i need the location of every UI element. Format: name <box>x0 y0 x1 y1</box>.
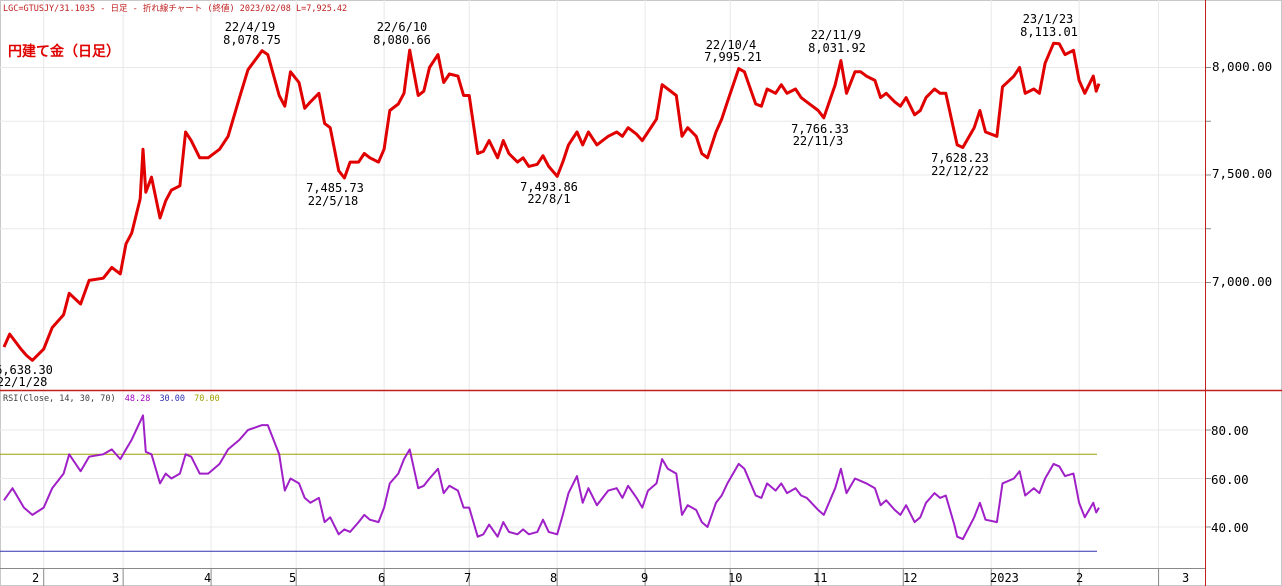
price-annotations: 6,638.30 22/1/28 22/4/19 8,078.75 7,485.… <box>0 12 1078 389</box>
annotation-date: 22/12/22 <box>931 164 989 178</box>
rsi-series-line <box>3 414 1100 541</box>
annotation-date: 23/1/23 <box>1023 12 1074 26</box>
month-tick-label: 8 <box>550 571 557 585</box>
month-tick-label: 4 <box>204 571 211 585</box>
annotation-date: 22/4/19 <box>225 20 276 34</box>
time-axis-ticks: 2 3 4 5 6 7 8 9 10 11 12 2023 2 3 <box>32 571 1189 585</box>
price-tick-label: 8,000.00 <box>1212 59 1272 74</box>
annotation-value: 8,078.75 <box>223 33 281 47</box>
price-series-line <box>2 41 1101 362</box>
annotation-value: 8,080.66 <box>373 33 431 47</box>
rsi-tick-label: 80.00 <box>1211 423 1249 438</box>
annotation-date: 22/11/3 <box>793 134 844 148</box>
annotation-value: 7,493.86 <box>520 180 578 194</box>
chart-info-header: LGC=GTUSJY/31.1035 - 日足 - 折れ線チャート (終値) 2… <box>3 3 347 14</box>
annotation-value: 7,766.33 <box>791 122 849 136</box>
rsi-upper-threshold: 70.00 <box>194 394 220 404</box>
month-tick-label: 6 <box>378 571 385 585</box>
price-axis-ticks: 8,000.00 7,500.00 7,000.00 <box>1212 59 1272 289</box>
price-horizontal-grid <box>0 67 1211 283</box>
annotation-value: 7,995.21 <box>704 50 762 64</box>
month-tick-label: 12 <box>903 571 917 585</box>
price-tick-label: 7,000.00 <box>1212 274 1272 289</box>
rsi-axis-ticks: 80.00 60.00 40.00 <box>1211 423 1249 535</box>
annotation-value: 8,031.92 <box>808 41 866 55</box>
rsi-info-header: RSI(Close, 14, 30, 70) 48.28 30.00 70.00 <box>3 394 220 404</box>
price-tick-label: 7,500.00 <box>1212 166 1272 181</box>
annotation-date: 22/5/18 <box>308 194 359 208</box>
month-tick-label: 2023 <box>990 571 1019 585</box>
chart-title: 円建て金（日足） <box>8 43 120 60</box>
month-tick-label: 5 <box>289 571 296 585</box>
annotation-value: 7,628.23 <box>931 151 989 165</box>
month-tick-label: 7 <box>464 571 471 585</box>
rsi-tick-label: 60.00 <box>1211 472 1249 487</box>
month-tick-label: 3 <box>1182 571 1189 585</box>
annotation-date: 22/6/10 <box>377 20 428 34</box>
annotation-date: 22/1/28 <box>0 375 47 389</box>
month-tick-label: 10 <box>728 571 742 585</box>
annotation-date: 22/8/1 <box>527 192 570 206</box>
annotation-date: 22/10/4 <box>706 38 757 52</box>
annotation-date: 22/11/9 <box>811 28 862 42</box>
annotation-value: 8,113.01 <box>1020 25 1078 39</box>
month-tick-label: 2 <box>1076 571 1083 585</box>
rsi-current-value: 48.28 <box>125 394 151 404</box>
month-tick-label: 3 <box>112 571 119 585</box>
rsi-info-label: RSI(Close, 14, 30, 70) <box>3 394 116 404</box>
rsi-horizontal-grid <box>0 429 1211 528</box>
month-tick-label: 9 <box>641 571 648 585</box>
month-tick-label: 2 <box>32 571 39 585</box>
annotation-value: 6,638.30 <box>0 363 53 377</box>
rsi-tick-label: 40.00 <box>1211 520 1249 535</box>
annotation-value: 7,485.73 <box>306 181 364 195</box>
rsi-lower-threshold: 30.00 <box>159 394 185 404</box>
month-tick-label: 11 <box>813 571 827 585</box>
